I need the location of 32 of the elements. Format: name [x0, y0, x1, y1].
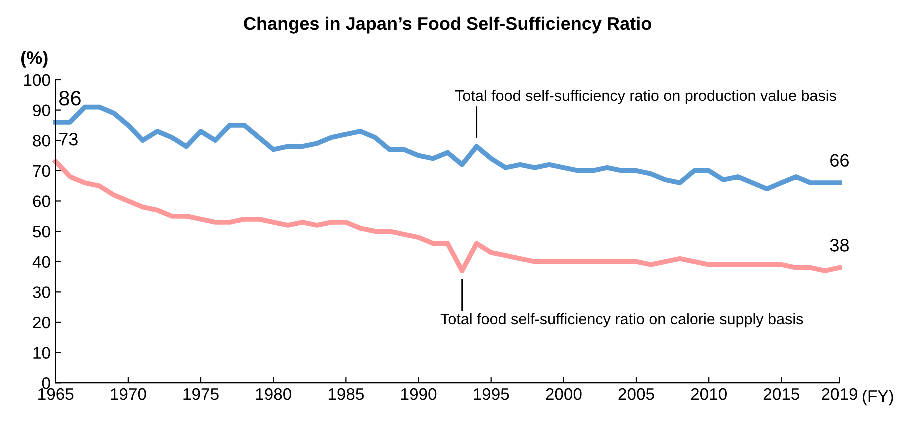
x-tick-label: 1985 [328, 388, 364, 400]
data-label: 73 [60, 132, 78, 146]
x-tick-label: 1990 [402, 388, 437, 400]
x-tick-label: 1975 [184, 388, 219, 400]
x-tick-label: 2010 [691, 388, 727, 400]
y-tick-label: 20 [33, 316, 50, 329]
x-tick-label: 2015 [764, 388, 800, 400]
data-label: 66 [830, 154, 849, 167]
y-tick-label: 40 [32, 256, 50, 268]
x-tick-label: 1995 [474, 388, 510, 400]
annotation: Total food self-sufficiency ratio on production value basis [455, 90, 836, 104]
y-tick-label: 60 [33, 196, 50, 208]
data-label: 38 [830, 239, 849, 252]
y-tick-label: 50 [33, 226, 50, 238]
x-tick-label: 1980 [256, 388, 292, 400]
y-tick-label: 10 [34, 347, 50, 359]
x-axis-title: (FY) [862, 390, 894, 406]
y-tick-label: 100 [24, 74, 50, 86]
x-tick-label: 1965 [38, 388, 74, 400]
chart-title: Changes in Japan’s Food Self-Sufficiency Ratio [244, 16, 652, 34]
x-tick-label: 2019 [822, 388, 858, 400]
x-tick-label: 2005 [618, 388, 654, 400]
y-tick-label: 90 [33, 104, 50, 117]
y-tick-label: 0 [42, 378, 50, 390]
data-label: 86 [60, 91, 81, 106]
y-axis-title: (%) [21, 51, 48, 68]
y-tick-label: 80 [33, 135, 50, 147]
y-tick-label: 70 [33, 165, 50, 178]
x-tick-label: 1970 [111, 388, 146, 400]
y-tick-label: 30 [33, 286, 50, 298]
x-tick-label: 2000 [546, 388, 582, 400]
annotation: Total food self-sufficiency ratio on calorie supply basis [440, 313, 804, 328]
